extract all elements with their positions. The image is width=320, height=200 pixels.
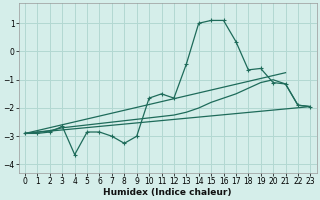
X-axis label: Humidex (Indice chaleur): Humidex (Indice chaleur) (103, 188, 232, 197)
